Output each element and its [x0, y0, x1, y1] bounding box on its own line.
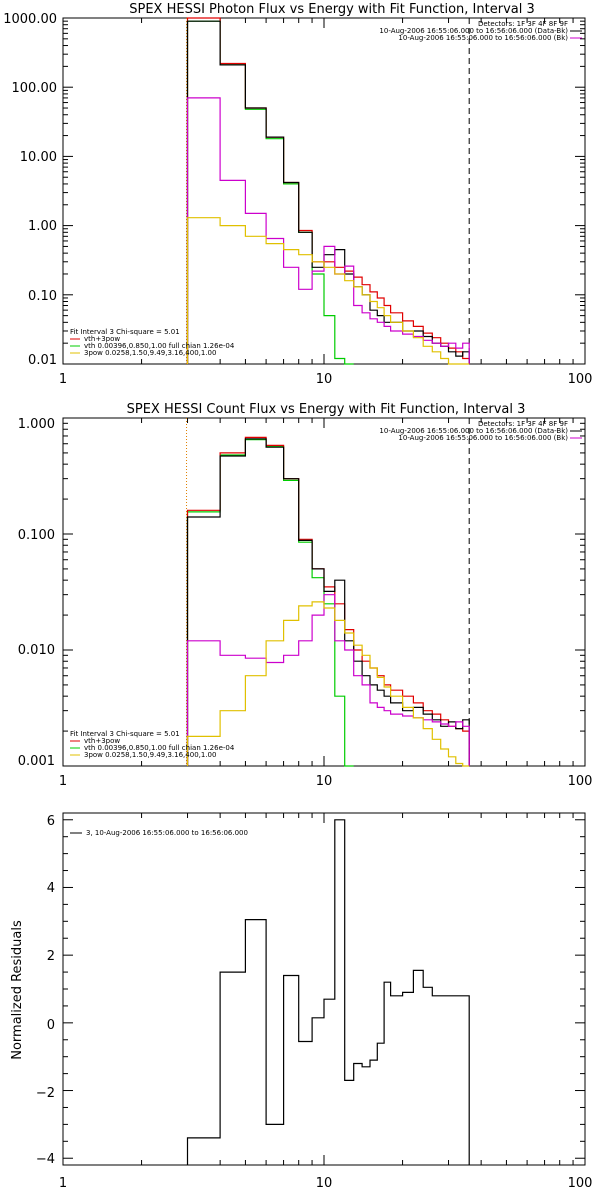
photon-flux-series-line — [186, 217, 470, 365]
count-flux-x-tick-label: 1 — [59, 774, 67, 789]
count-flux-legend-entry: 10-Aug-2006 16:55:06.000 to 16:56:06.000… — [379, 427, 568, 435]
residuals-y-tick-label: 6 — [47, 814, 55, 829]
count-flux-series-line — [186, 601, 470, 767]
count-flux-fit-legend-entry: 3pow 0.0258,1.50,9.49,3.16,400,1.00 — [84, 751, 216, 759]
residuals-y-axis-label: Normalized Residuals — [10, 920, 25, 1060]
count-flux-legend-bottom: Fit Interval 3 Chi-square = 5.01vth+3pow… — [70, 730, 235, 759]
count-flux-y-tick-label: 0.001 — [18, 754, 55, 769]
count-flux-fit-legend-entry: vth+3pow — [84, 737, 120, 745]
residuals-y-tick-label: −4 — [36, 1152, 55, 1167]
count-flux-panel: SPEX HESSI Count Flux vs Energy with Fit… — [18, 402, 593, 789]
count-flux-legend-entry: Detectors: 1F 3F 4F 8F 9F — [478, 420, 568, 428]
count-flux-y-tick-label: 0.010 — [18, 643, 55, 658]
photon-flux-x-tick-label: 1 — [59, 372, 67, 387]
photon-flux-y-tick-label: 100.00 — [12, 81, 58, 96]
residuals-y-tick-label: 0 — [47, 1018, 55, 1033]
photon-flux-legend-entry: Detectors: 1F 3F 4F 8F 9F — [478, 20, 568, 28]
residuals-legend-entry: 3, 10-Aug-2006 16:55:06.000 to 16:56:06.… — [86, 829, 248, 837]
residuals-y-tick-label: 2 — [47, 949, 55, 964]
photon-flux-panel: SPEX HESSI Photon Flux vs Energy with Fi… — [3, 2, 592, 387]
count-flux-series-line — [186, 438, 470, 766]
photon-flux-fit-legend-entry: vth 0.00396,0.850,1.00 full chian 1.26e-… — [84, 342, 235, 350]
residuals-series — [186, 819, 470, 1165]
photon-flux-x-tick-label: 10 — [316, 372, 333, 387]
photon-flux-y-tick-label: 0.10 — [28, 289, 57, 304]
photon-flux-y-tick-label: 0.01 — [28, 353, 57, 368]
photon-flux-ticks — [63, 17, 585, 365]
photon-flux-fit-legend-entry: 3pow 0.0258,1.50,9.49,3.16,400,1.00 — [84, 349, 216, 357]
residuals-y-tick-label: 4 — [47, 881, 55, 896]
photon-flux-legend-bottom: Fit Interval 3 Chi-square = 5.01vth+3pow… — [70, 328, 235, 357]
count-flux-x-tick-label: 100 — [568, 774, 593, 789]
photon-flux-series — [186, 17, 470, 365]
count-flux-title: SPEX HESSI Count Flux vs Energy with Fit… — [127, 402, 526, 417]
residuals-ticks — [63, 813, 585, 1165]
photon-flux-y-tick-label: 1000.00 — [3, 12, 57, 27]
count-flux-series-line — [186, 594, 470, 766]
photon-flux-fit-legend-entry: Fit Interval 3 Chi-square = 5.01 — [70, 328, 180, 336]
count-flux-x-tick-label: 10 — [316, 774, 333, 789]
count-flux-fit-legend-entry: Fit Interval 3 Chi-square = 5.01 — [70, 730, 180, 738]
residuals-y-tick-label: −2 — [36, 1086, 55, 1101]
count-flux-y-tick-label: 1.000 — [18, 417, 55, 432]
residuals-x-tick-label: 10 — [316, 1176, 333, 1191]
photon-flux-legend-entry: 10-Aug-2006 16:55:06.000 to 16:56:06.000… — [379, 27, 568, 35]
residuals-panel: Normalized Residuals 6 4 2 0 −2 −4 1 10 … — [10, 812, 593, 1191]
residuals-series-line — [186, 819, 470, 1165]
count-flux-y-tick-label: 0.100 — [18, 528, 55, 543]
residuals-x-tick-label: 100 — [568, 1176, 593, 1191]
residuals-legend-top: 3, 10-Aug-2006 16:55:06.000 to 16:56:06.… — [70, 829, 248, 837]
count-flux-legend-entry: 10-Aug-2006 16:55:06.000 to 16:56:06.000… — [398, 434, 568, 442]
photon-flux-x-tick-label: 100 — [568, 372, 593, 387]
photon-flux-y-tick-label: 1.00 — [28, 219, 57, 234]
photon-flux-fit-legend-entry: vth+3pow — [84, 335, 120, 343]
count-flux-series — [186, 418, 470, 767]
photon-flux-title: SPEX HESSI Photon Flux vs Energy with Fi… — [129, 2, 535, 17]
residuals-x-tick-label: 1 — [59, 1176, 67, 1191]
count-flux-fit-legend-entry: vth 0.00396,0.850,1.00 full chian 1.26e-… — [84, 744, 235, 752]
photon-flux-legend-entry: 10-Aug-2006 16:55:06.000 to 16:56:06.000… — [398, 34, 568, 42]
photon-flux-y-tick-label: 10.00 — [20, 150, 57, 165]
